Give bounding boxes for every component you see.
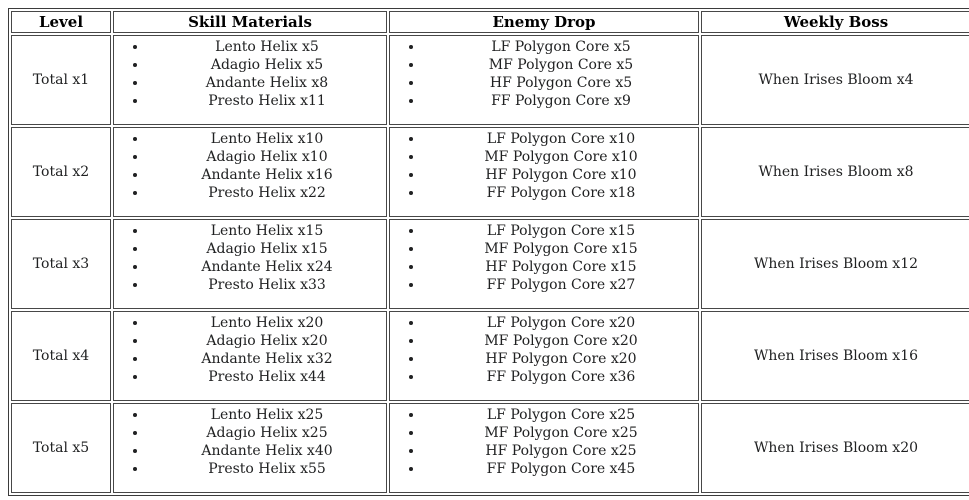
list-item: HF Polygon Core x25 [424, 442, 698, 460]
list-item: Adagio Helix x10 [148, 148, 386, 166]
list-item: Presto Helix x22 [148, 184, 386, 202]
list-item: Adagio Helix x15 [148, 240, 386, 258]
list-item: LF Polygon Core x25 [424, 406, 698, 424]
weekly-boss-cell: When Irises Bloom x12 [701, 219, 969, 309]
level-cell: Total x1 [11, 35, 111, 125]
weekly-boss-cell: When Irises Bloom x8 [701, 127, 969, 217]
skill-materials-cell: Lento Helix x25Adagio Helix x25Andante H… [113, 403, 387, 493]
list-item: FF Polygon Core x27 [424, 276, 698, 294]
skill-materials-list: Lento Helix x15Adagio Helix x15Andante H… [114, 222, 386, 294]
table-row: Total x2 Lento Helix x10Adagio Helix x10… [11, 127, 969, 217]
level-cell: Total x5 [11, 403, 111, 493]
header-row: Level Skill Materials Enemy Drop Weekly … [11, 11, 969, 33]
list-item: Presto Helix x55 [148, 460, 386, 478]
skill-materials-list: Lento Helix x25Adagio Helix x25Andante H… [114, 406, 386, 478]
list-item: HF Polygon Core x20 [424, 350, 698, 368]
table-body: Total x1 Lento Helix x5Adagio Helix x5An… [11, 35, 969, 493]
list-item: Andante Helix x32 [148, 350, 386, 368]
weekly-boss-cell: When Irises Bloom x4 [701, 35, 969, 125]
list-item: Andante Helix x8 [148, 74, 386, 92]
level-cell: Total x3 [11, 219, 111, 309]
skill-materials-cell: Lento Helix x15Adagio Helix x15Andante H… [113, 219, 387, 309]
table-row: Total x1 Lento Helix x5Adagio Helix x5An… [11, 35, 969, 125]
enemy-drop-cell: LF Polygon Core x5MF Polygon Core x5HF P… [389, 35, 699, 125]
enemy-drop-cell: LF Polygon Core x15MF Polygon Core x15HF… [389, 219, 699, 309]
list-item: Lento Helix x15 [148, 222, 386, 240]
list-item: Lento Helix x10 [148, 130, 386, 148]
table-row: Total x3 Lento Helix x15Adagio Helix x15… [11, 219, 969, 309]
list-item: FF Polygon Core x9 [424, 92, 698, 110]
skill-materials-cell: Lento Helix x20Adagio Helix x20Andante H… [113, 311, 387, 401]
list-item: Lento Helix x5 [148, 38, 386, 56]
list-item: MF Polygon Core x25 [424, 424, 698, 442]
list-item: Presto Helix x44 [148, 368, 386, 386]
enemy-drop-list: LF Polygon Core x25MF Polygon Core x25HF… [390, 406, 698, 478]
list-item: Presto Helix x11 [148, 92, 386, 110]
skill-materials-list: Lento Helix x10Adagio Helix x10Andante H… [114, 130, 386, 202]
skill-materials-list: Lento Helix x5Adagio Helix x5Andante Hel… [114, 38, 386, 110]
list-item: Adagio Helix x20 [148, 332, 386, 350]
enemy-drop-list: LF Polygon Core x5MF Polygon Core x5HF P… [390, 38, 698, 110]
list-item: Presto Helix x33 [148, 276, 386, 294]
list-item: MF Polygon Core x5 [424, 56, 698, 74]
list-item: LF Polygon Core x20 [424, 314, 698, 332]
list-item: Lento Helix x20 [148, 314, 386, 332]
list-item: LF Polygon Core x15 [424, 222, 698, 240]
list-item: Andante Helix x24 [148, 258, 386, 276]
list-item: HF Polygon Core x10 [424, 166, 698, 184]
list-item: FF Polygon Core x45 [424, 460, 698, 478]
table-header: Level Skill Materials Enemy Drop Weekly … [11, 11, 969, 33]
skill-materials-cell: Lento Helix x5Adagio Helix x5Andante Hel… [113, 35, 387, 125]
list-item: FF Polygon Core x18 [424, 184, 698, 202]
column-header-level: Level [11, 11, 111, 33]
column-header-skill-materials: Skill Materials [113, 11, 387, 33]
column-header-enemy-drop: Enemy Drop [389, 11, 699, 33]
table-row: Total x5 Lento Helix x25Adagio Helix x25… [11, 403, 969, 493]
list-item: Andante Helix x40 [148, 442, 386, 460]
materials-table: Level Skill Materials Enemy Drop Weekly … [8, 8, 969, 496]
list-item: HF Polygon Core x15 [424, 258, 698, 276]
weekly-boss-cell: When Irises Bloom x20 [701, 403, 969, 493]
level-cell: Total x2 [11, 127, 111, 217]
list-item: LF Polygon Core x5 [424, 38, 698, 56]
enemy-drop-cell: LF Polygon Core x20MF Polygon Core x20HF… [389, 311, 699, 401]
list-item: Lento Helix x25 [148, 406, 386, 424]
list-item: LF Polygon Core x10 [424, 130, 698, 148]
list-item: FF Polygon Core x36 [424, 368, 698, 386]
list-item: MF Polygon Core x15 [424, 240, 698, 258]
enemy-drop-list: LF Polygon Core x15MF Polygon Core x15HF… [390, 222, 698, 294]
table-row: Total x4 Lento Helix x20Adagio Helix x20… [11, 311, 969, 401]
enemy-drop-list: LF Polygon Core x10MF Polygon Core x10HF… [390, 130, 698, 202]
skill-materials-cell: Lento Helix x10Adagio Helix x10Andante H… [113, 127, 387, 217]
skill-materials-list: Lento Helix x20Adagio Helix x20Andante H… [114, 314, 386, 386]
column-header-weekly-boss: Weekly Boss [701, 11, 969, 33]
list-item: Andante Helix x16 [148, 166, 386, 184]
list-item: Adagio Helix x25 [148, 424, 386, 442]
enemy-drop-cell: LF Polygon Core x25MF Polygon Core x25HF… [389, 403, 699, 493]
list-item: MF Polygon Core x20 [424, 332, 698, 350]
list-item: Adagio Helix x5 [148, 56, 386, 74]
list-item: HF Polygon Core x5 [424, 74, 698, 92]
weekly-boss-cell: When Irises Bloom x16 [701, 311, 969, 401]
enemy-drop-list: LF Polygon Core x20MF Polygon Core x20HF… [390, 314, 698, 386]
level-cell: Total x4 [11, 311, 111, 401]
enemy-drop-cell: LF Polygon Core x10MF Polygon Core x10HF… [389, 127, 699, 217]
list-item: MF Polygon Core x10 [424, 148, 698, 166]
